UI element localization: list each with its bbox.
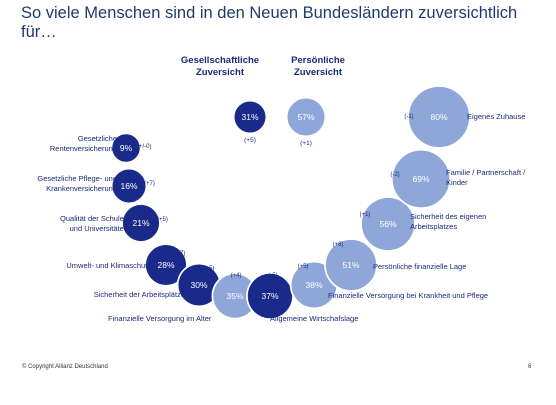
item-6-label: Finanzielle Versorgung im Alter xyxy=(108,314,212,323)
item-12-bubble xyxy=(407,85,471,149)
item-11-value: 69% xyxy=(412,174,429,184)
item-9-change: (+8) xyxy=(333,242,344,248)
legend-personal-header: Persönliche Zuversicht xyxy=(291,55,345,78)
legend-societal-header: Gesellschaftliche Zuversicht xyxy=(180,55,260,78)
item-1-label: Gesetzliche Rentenversicherung xyxy=(50,134,117,153)
page-number: 6 xyxy=(528,364,532,370)
item-4-bubble xyxy=(144,243,188,287)
item-10-label: Sicherheit des eigenen Arbeitsplatzes xyxy=(410,212,486,231)
item-2-value: 16% xyxy=(120,181,137,191)
item-4-change: (-7) xyxy=(176,251,185,257)
item-2-label: Gesetzliche Pflege- und Krankenversicheru… xyxy=(37,174,117,193)
item-4-label: Umwelt- und Klimaschutz xyxy=(66,261,151,270)
item-3-bubble xyxy=(121,203,161,243)
item-1-bubble xyxy=(111,133,141,163)
item-12-value: 80% xyxy=(430,112,447,122)
item-8-change: (+5) xyxy=(298,264,309,270)
item-5-change: (+5) xyxy=(204,266,215,272)
item-9-value: 51% xyxy=(342,260,359,270)
item-11-bubble xyxy=(391,149,451,209)
summary-1-bubble xyxy=(233,100,267,134)
item-7-value: 37% xyxy=(261,291,278,301)
item-3-change: (+5) xyxy=(157,217,168,223)
summary-1-change: (+5) xyxy=(244,137,256,144)
slide-title: So viele Menschen sind in den Neuen Bund… xyxy=(21,4,518,41)
item-6-change: (+4) xyxy=(231,273,242,279)
item-1-change: (+/-0) xyxy=(137,144,152,150)
item-1-value: 9% xyxy=(120,143,133,153)
summary-2-bubble xyxy=(286,97,326,137)
item-4-value: 28% xyxy=(157,260,174,270)
item-12-label: Eigenes Zuhause xyxy=(467,112,525,121)
item-3-value: 21% xyxy=(132,218,149,228)
item-9-bubble xyxy=(324,238,378,292)
item-8-label: Finanzielle Versorgung bei Krankheit und… xyxy=(328,291,488,300)
item-8-value: 38% xyxy=(305,280,322,290)
item-11-change: (-2) xyxy=(390,172,399,178)
summary-2-change: (+1) xyxy=(300,140,312,147)
item-11-label: Familie / Partnerschaft / Kinder xyxy=(446,168,526,187)
item-2-bubble xyxy=(111,168,147,204)
item-2-change: (+7) xyxy=(144,181,155,187)
summary-2-value: 57% xyxy=(297,112,314,122)
summary-1-value: 31% xyxy=(241,112,258,122)
item-7-change: (-5) xyxy=(268,273,277,279)
item-12-change: (-1) xyxy=(404,114,413,120)
item-5-value: 30% xyxy=(190,280,207,290)
item-10-bubble xyxy=(360,196,416,252)
item-3-label: Qualität der Schulen und Universitäten xyxy=(60,214,128,233)
item-10-change: (+1) xyxy=(360,212,371,218)
item-9-label: Persönliche finanzielle Lage xyxy=(373,262,466,271)
copyright-footer: © Copyright Allianz Deutschland xyxy=(22,364,108,370)
item-5-label: Sicherheit der Arbeitsplätze xyxy=(94,290,185,299)
item-10-value: 56% xyxy=(379,219,396,229)
item-6-value: 35% xyxy=(226,291,243,301)
item-7-label: Allgemeine Wirtschafslage xyxy=(270,314,358,323)
